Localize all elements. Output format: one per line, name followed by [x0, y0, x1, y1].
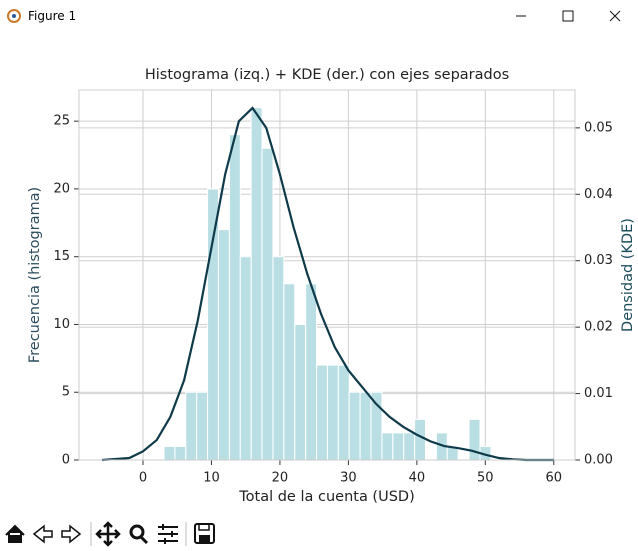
chart: Histograma (izq.) + KDE (der.) con ejes …	[27, 67, 636, 505]
x-axis-label: Total de la cuenta (USD)	[238, 489, 414, 505]
close-button[interactable]	[609, 10, 621, 22]
kde-line	[101, 106, 554, 462]
bar	[348, 391, 361, 461]
bar	[163, 445, 176, 461]
bar	[174, 445, 187, 461]
bar	[283, 283, 296, 461]
x-tick-label: 40	[409, 471, 426, 486]
bar	[359, 391, 372, 461]
bar	[403, 432, 416, 461]
bar	[272, 256, 285, 461]
pan-button[interactable]	[95, 521, 121, 547]
y2-tick-label: 0.04	[584, 187, 613, 202]
bar	[392, 432, 405, 461]
x-tick-label: 60	[546, 471, 563, 486]
window-title: Figure 1	[28, 9, 77, 23]
bar	[207, 188, 219, 461]
forward-button[interactable]	[61, 524, 82, 544]
y2-tick-label: 0.05	[584, 120, 613, 135]
back-button[interactable]	[32, 524, 53, 544]
y-tick-label: 20	[53, 181, 70, 196]
bar	[381, 432, 394, 461]
bar	[185, 391, 198, 461]
bar	[414, 418, 426, 461]
y-tick-label: 25	[53, 114, 70, 129]
bar	[326, 364, 339, 461]
save-button[interactable]	[194, 523, 215, 544]
configure-button[interactable]	[158, 524, 178, 544]
bar	[468, 418, 481, 461]
y2-axis-label: Densidad (KDE)	[620, 218, 636, 332]
y-tick-label: 15	[53, 249, 70, 264]
zoom-button[interactable]	[129, 524, 149, 545]
bar	[370, 391, 383, 461]
bar	[261, 147, 274, 461]
x-tick-label: 20	[272, 471, 289, 486]
home-button[interactable]	[5, 524, 25, 543]
y2-tick-label: 0.02	[584, 320, 613, 335]
axes-frame	[78, 89, 576, 461]
bar	[337, 364, 350, 461]
x-tick-label: 50	[477, 471, 494, 486]
y-tick-label: 0	[62, 453, 70, 468]
x-tick-label: 30	[340, 471, 357, 486]
x-tick-label: 0	[139, 471, 147, 486]
bar	[316, 364, 328, 461]
bar	[196, 391, 209, 461]
title-bar: Figure 1	[0, 0, 638, 33]
y2-tick-label: 0.00	[584, 453, 613, 468]
bar	[294, 323, 307, 461]
maximize-button[interactable]	[562, 10, 574, 22]
chart-title: Histograma (izq.) + KDE (der.) con ejes …	[145, 67, 509, 83]
window-controls	[516, 10, 621, 22]
app-icon	[7, 9, 21, 23]
x-tick-label: 10	[203, 471, 220, 486]
bar	[239, 256, 252, 461]
bar	[305, 283, 318, 461]
y-tick-label: 10	[53, 317, 70, 332]
bar	[217, 229, 230, 461]
bar	[250, 107, 263, 461]
bar	[228, 134, 241, 461]
y-tick-label: 5	[62, 385, 70, 400]
y2-tick-label: 0.01	[584, 386, 613, 401]
toolbar	[5, 521, 215, 547]
y-axis-label: Frecuencia (histograma)	[27, 187, 43, 363]
y2-tick-label: 0.03	[584, 253, 613, 268]
